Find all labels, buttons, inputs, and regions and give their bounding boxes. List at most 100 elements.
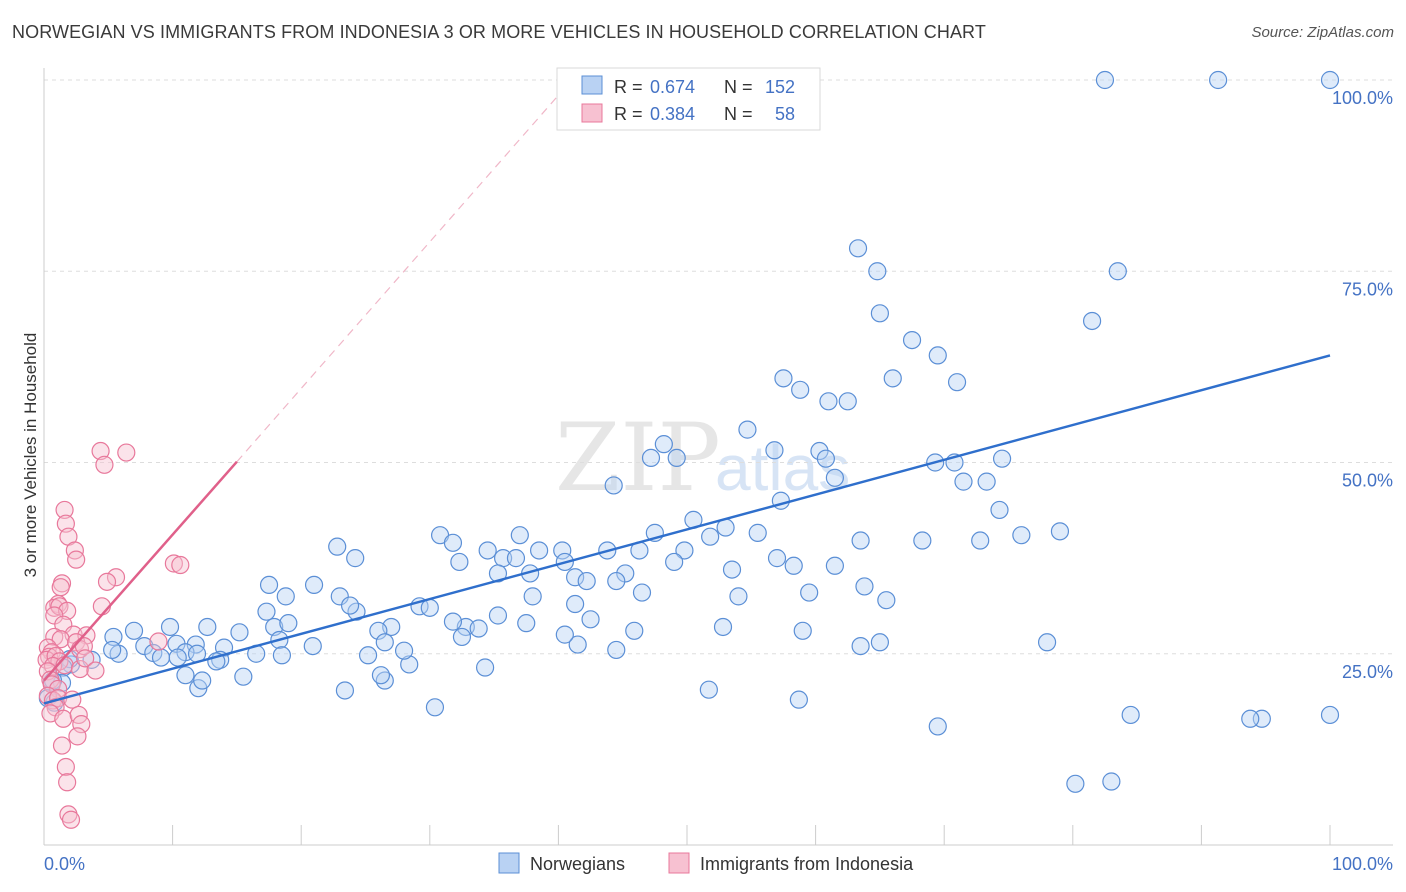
norwegians-point [186, 635, 205, 654]
trend-lines [43, 94, 1331, 705]
norwegians-point [1320, 705, 1340, 725]
y-tick-label: 75.0% [1342, 279, 1393, 299]
norwegians-point [160, 617, 180, 637]
norwegians-point [340, 596, 360, 615]
norwegians-point [607, 571, 626, 591]
norwegians-point [604, 476, 623, 495]
norwegians-point [1050, 522, 1070, 541]
axes [43, 68, 1393, 846]
norwegians-point [400, 655, 419, 674]
grid [44, 79, 1393, 655]
x-tick-label-max: 100.0% [1332, 854, 1393, 874]
norwegians-point [375, 633, 394, 652]
norwegians-point [394, 641, 414, 660]
norwegians-point [443, 533, 463, 552]
bottom-legend-swatch-norwegians [498, 852, 520, 874]
norwegians-point [713, 617, 733, 637]
legend-r-value-1: 0.674 [650, 77, 695, 97]
chart-title: NORWEGIAN VS IMMIGRANTS FROM INDONESIA 3… [12, 22, 986, 42]
norwegians-point [793, 621, 812, 640]
norwegians-point [851, 531, 870, 550]
norwegians-point [791, 380, 810, 399]
norwegians-point [425, 698, 445, 717]
norwegians-point [977, 472, 996, 491]
indonesia-point [171, 555, 190, 575]
indonesia-point [106, 568, 126, 587]
series-legend: Norwegians Immigrants from Indonesia [498, 852, 914, 874]
norwegians-point [581, 610, 600, 629]
norwegians-point [701, 527, 720, 546]
norwegians-point [877, 591, 896, 610]
norwegians-point [870, 304, 890, 323]
norwegians-point [784, 556, 803, 575]
norwegians-point [475, 658, 495, 677]
norwegians-point [825, 468, 844, 487]
norwegians-point [566, 568, 585, 587]
norwegians-point [452, 627, 472, 647]
norwegians-point [675, 541, 694, 560]
norwegians-point [1121, 705, 1140, 725]
indonesia-point [117, 443, 136, 462]
norwegians-point [1012, 526, 1031, 545]
norwegians-point [272, 646, 292, 665]
norwegians-point [800, 583, 819, 602]
indonesia-point [97, 572, 117, 591]
norwegians-point [198, 617, 217, 637]
norwegians-point [1241, 709, 1260, 728]
correlation-legend: R = 0.674 N = 152 R = 0.384 N = 58 [556, 67, 821, 131]
norwegians-point [607, 640, 626, 660]
norwegians-point [568, 635, 587, 654]
norwegians-point [902, 331, 922, 350]
tick-labels: 25.0% 50.0% 75.0% 100.0% [1332, 88, 1393, 682]
bottom-legend-indonesia: Immigrants from Indonesia [700, 854, 914, 874]
norwegians-point [738, 420, 757, 439]
indonesia-point [91, 441, 110, 461]
norwegians-point [151, 648, 171, 667]
norwegians-point [259, 575, 279, 595]
norwegians-point [335, 681, 355, 700]
norwegians-point [530, 541, 549, 560]
legend-n-label-2: N = [724, 104, 753, 124]
norwegians-point [443, 612, 463, 631]
norwegians-point [450, 552, 469, 572]
norwegians-point [577, 571, 596, 591]
indonesia-point [51, 578, 70, 597]
norwegians-point [135, 636, 154, 656]
indonesia-point [67, 550, 86, 569]
indonesia-point [56, 757, 75, 777]
indonesia-point [68, 727, 87, 746]
indonesia-point [76, 649, 95, 668]
indonesia-point [49, 679, 68, 699]
norwegians-point [765, 441, 784, 460]
norwegians-point [566, 594, 585, 614]
norwegians-point [1095, 70, 1115, 90]
norwegians-point [883, 369, 902, 388]
norwegians-point [1209, 70, 1228, 90]
norwegians-point [913, 531, 932, 550]
norwegians-point [654, 435, 673, 454]
indonesia-point [51, 630, 70, 649]
bottom-legend-swatch-indonesia [668, 852, 690, 874]
norwegians-point [330, 587, 349, 606]
legend-swatch-norwegians [581, 75, 603, 95]
norwegians-point [1037, 633, 1057, 652]
norwegians-point [748, 523, 767, 542]
norwegians-point [1066, 774, 1085, 793]
norwegians-point [488, 564, 508, 583]
norwegians-point [103, 640, 122, 660]
norwegians-point [304, 575, 324, 595]
norwegians-point [517, 614, 536, 633]
norwegians-point [667, 448, 686, 468]
legend-n-label-1: N = [724, 77, 753, 97]
norwegians-point [510, 526, 529, 545]
norwegians-point [816, 449, 835, 468]
norwegians-point [303, 636, 322, 656]
norwegians-point [928, 717, 947, 736]
indonesia-point [61, 810, 81, 829]
norwegians-point [176, 666, 195, 685]
norwegians-point [665, 552, 684, 572]
watermark-zip: ZIP [555, 404, 721, 513]
indonesia-point [164, 554, 183, 573]
norwegians-point [369, 621, 388, 640]
norwegians-point [469, 619, 488, 638]
